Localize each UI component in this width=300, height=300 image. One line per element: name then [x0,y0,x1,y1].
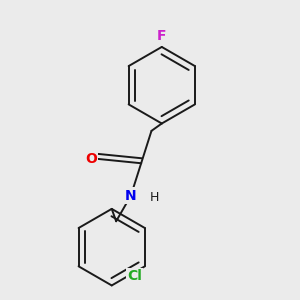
Text: H: H [150,191,159,205]
Text: N: N [125,189,137,202]
Text: Cl: Cl [127,269,142,283]
Text: N: N [125,189,137,202]
Text: F: F [157,28,166,43]
Text: O: O [85,152,97,166]
